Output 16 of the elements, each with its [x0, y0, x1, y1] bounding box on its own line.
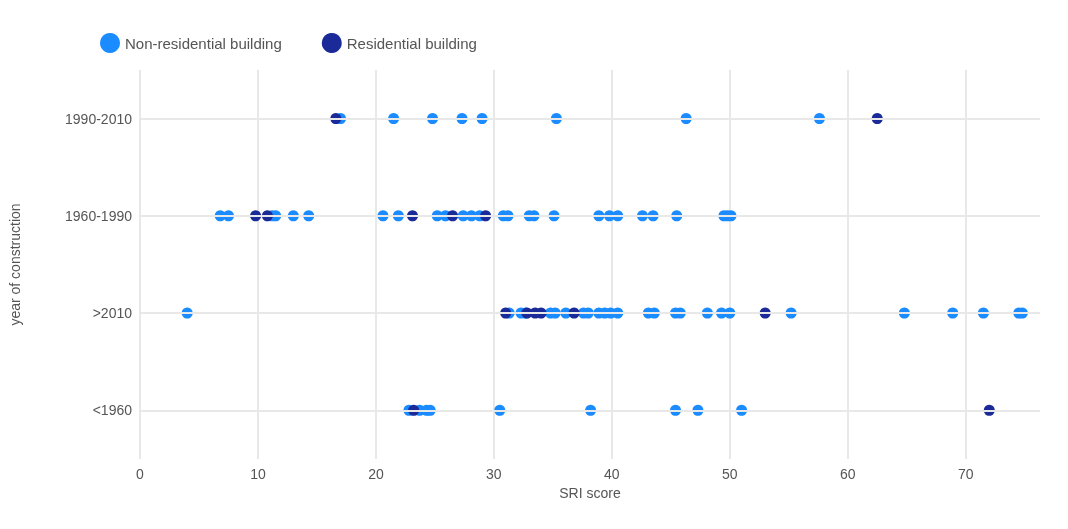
y-axis-title: year of construction: [7, 203, 23, 326]
x-tick-label: 10: [250, 466, 266, 482]
x-tick-label: 20: [368, 466, 384, 482]
y-tick-label: >2010: [92, 305, 133, 322]
y-tick-label: 1960-1990: [65, 207, 133, 224]
x-tick-label: 0: [136, 466, 145, 482]
x-tick-label: 50: [721, 466, 738, 482]
x-tick-label: 40: [604, 466, 620, 482]
y-tick-label: 1990-2010: [65, 110, 133, 127]
legend-label: Non-residential building: [125, 34, 282, 52]
x-tick-label: 30: [486, 466, 502, 482]
y-tick-label: <1960: [92, 402, 133, 419]
x-tick-label: 60: [839, 466, 856, 482]
legend-label: Residential building: [346, 34, 477, 52]
x-axis-title: SRI score: [559, 484, 621, 501]
x-tick-label: 70: [957, 466, 974, 482]
